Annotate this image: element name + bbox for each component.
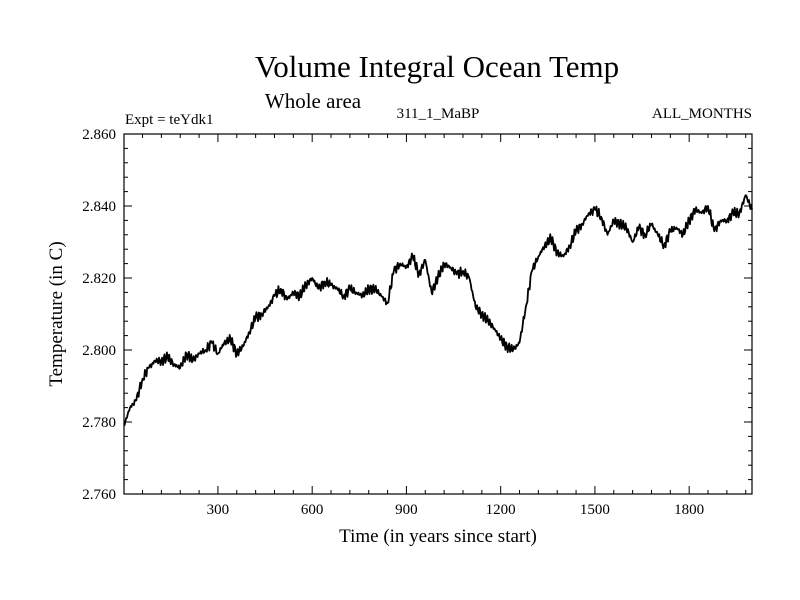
x-tick-label: 900	[395, 502, 418, 518]
x-tick-label: 1200	[486, 502, 516, 518]
x-tick-label: 1800	[674, 502, 704, 518]
chart-title: Volume Integral Ocean Temp	[255, 49, 619, 84]
y-tick-label: 2.800	[82, 343, 116, 359]
y-tick-label: 2.840	[82, 199, 116, 215]
plot-area-frame	[123, 133, 753, 495]
months-label: ALL_MONTHS	[652, 106, 752, 122]
x-tick-label: 600	[301, 502, 324, 518]
y-tick-label: 2.780	[82, 415, 116, 431]
chart-subtitle: Whole area	[265, 89, 362, 113]
x-tick-label: 1500	[580, 502, 610, 518]
y-tick-label: 2.820	[82, 271, 116, 287]
x-tick-label: 300	[207, 502, 230, 518]
axis-ticks	[124, 134, 752, 494]
y-tick-label: 2.860	[82, 127, 116, 143]
x-axis-label: Time (in years since start)	[339, 526, 537, 547]
period-label: 311_1_MaBP	[397, 106, 480, 122]
y-axis-label: Temperature (in C)	[46, 241, 67, 386]
axis-tick-labels: 300 600 900 1200 1500 1800 2.760 2.780 2.800 2.82…	[82, 127, 704, 518]
experiment-label: Expt = teYdk1	[125, 112, 213, 128]
y-tick-label: 2.760	[82, 487, 116, 503]
series-line	[123, 194, 753, 427]
